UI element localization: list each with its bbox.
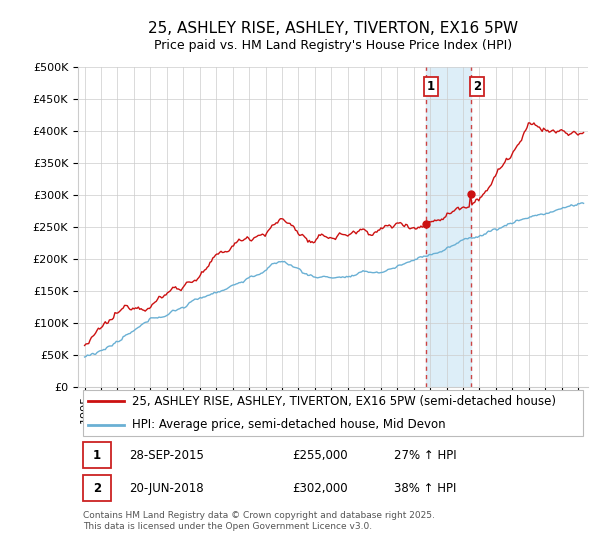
Text: 1: 1	[93, 449, 101, 462]
Text: 2: 2	[93, 482, 101, 494]
Text: 25, ASHLEY RISE, ASHLEY, TIVERTON, EX16 5PW: 25, ASHLEY RISE, ASHLEY, TIVERTON, EX16 …	[148, 21, 518, 36]
Text: 38% ↑ HPI: 38% ↑ HPI	[394, 482, 457, 494]
FancyBboxPatch shape	[83, 390, 583, 436]
FancyBboxPatch shape	[83, 475, 111, 501]
Text: Price paid vs. HM Land Registry's House Price Index (HPI): Price paid vs. HM Land Registry's House …	[154, 39, 512, 52]
Text: 25, ASHLEY RISE, ASHLEY, TIVERTON, EX16 5PW (semi-detached house): 25, ASHLEY RISE, ASHLEY, TIVERTON, EX16 …	[131, 395, 556, 408]
FancyBboxPatch shape	[83, 442, 111, 469]
Text: 28-SEP-2015: 28-SEP-2015	[129, 449, 204, 462]
Text: HPI: Average price, semi-detached house, Mid Devon: HPI: Average price, semi-detached house,…	[131, 418, 445, 431]
Text: £255,000: £255,000	[292, 449, 348, 462]
Bar	[426, 67, 470, 387]
Text: £302,000: £302,000	[292, 482, 348, 494]
Text: 27% ↑ HPI: 27% ↑ HPI	[394, 449, 457, 462]
Text: 1: 1	[427, 80, 435, 93]
Text: 20-JUN-2018: 20-JUN-2018	[129, 482, 203, 494]
Text: 2: 2	[473, 80, 481, 93]
Text: Contains HM Land Registry data © Crown copyright and database right 2025.
This d: Contains HM Land Registry data © Crown c…	[83, 511, 435, 531]
